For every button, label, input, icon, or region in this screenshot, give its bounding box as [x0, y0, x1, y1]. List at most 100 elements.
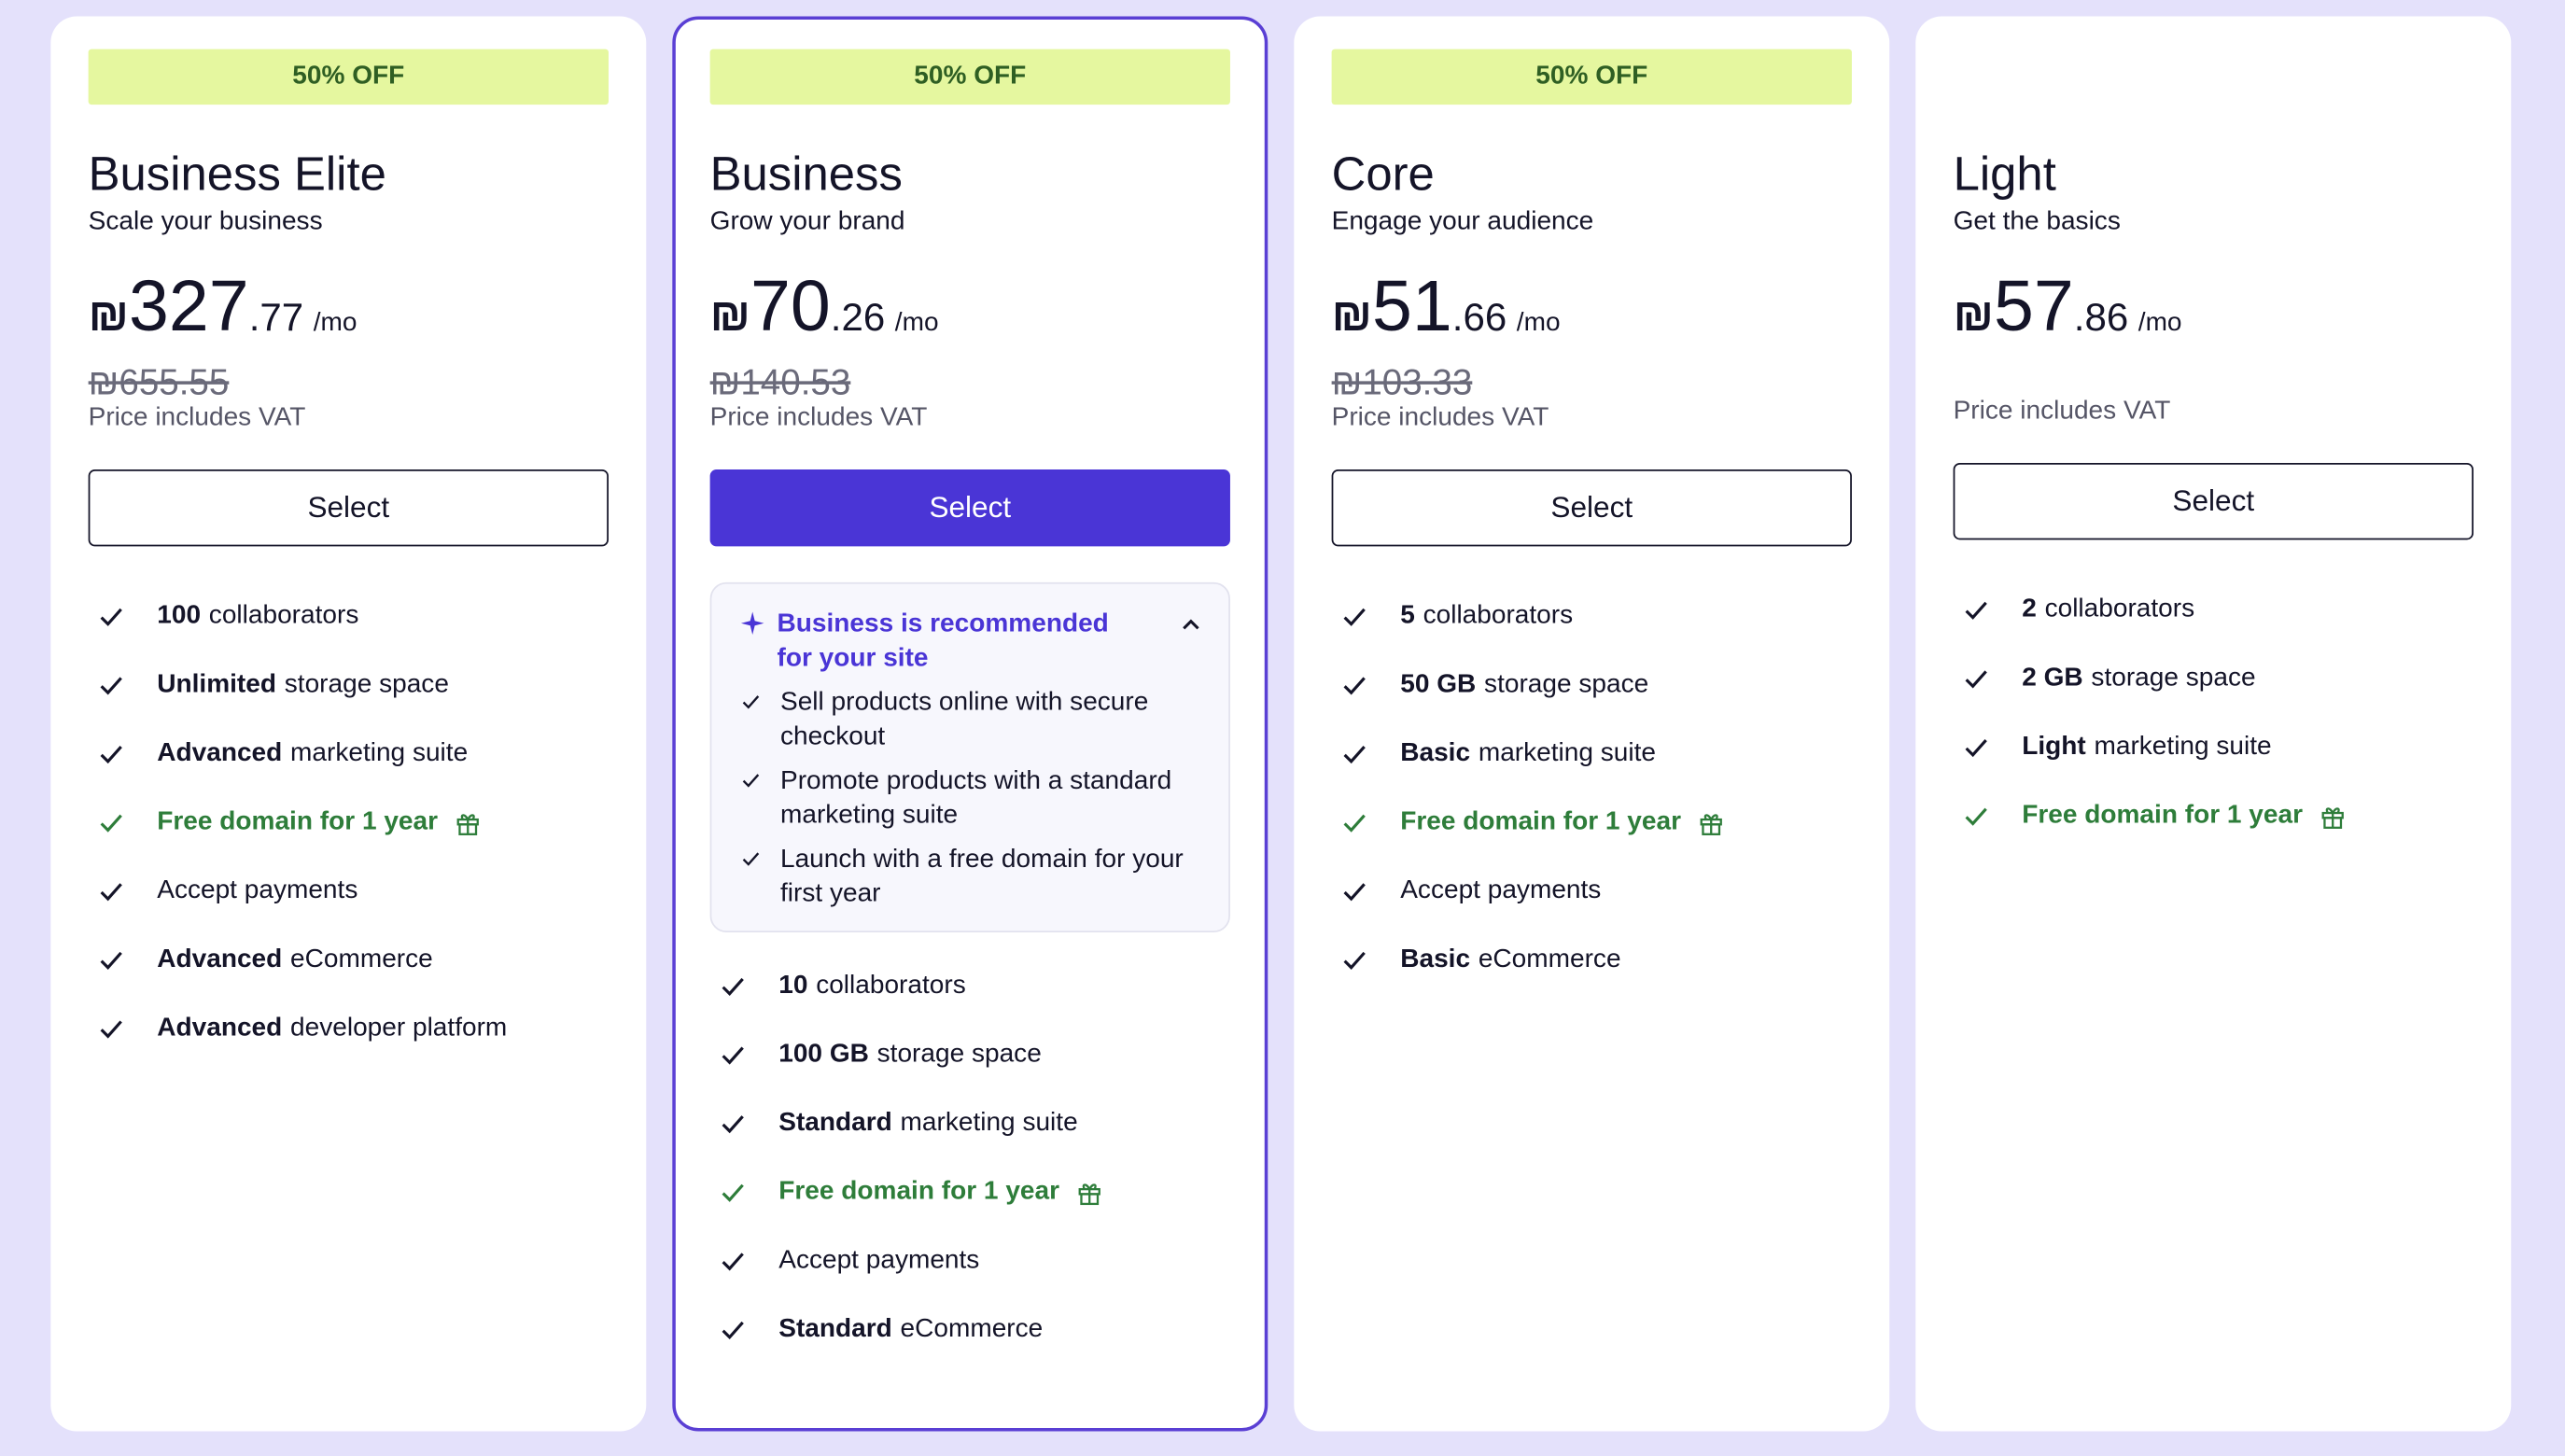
- discount-badge: 50% OFF: [88, 49, 609, 105]
- feature-text: collaborators: [816, 972, 966, 1000]
- feature: 100 GB storage space: [710, 1021, 1230, 1090]
- price-period: /mo: [894, 309, 939, 338]
- select-button[interactable]: Select: [1331, 469, 1852, 547]
- check-icon: [1343, 677, 1366, 695]
- feature-bold: 2: [2022, 595, 2037, 623]
- old-price: ₪140.53: [709, 361, 851, 403]
- feature: Standard eCommerce: [710, 1295, 1230, 1365]
- feature-bold: Advanced: [157, 1014, 283, 1043]
- feature-text: collaborators: [1423, 601, 1574, 630]
- select-button[interactable]: Select: [1953, 462, 2474, 540]
- recommendation-box: Business is recommended for your site Sel…: [709, 581, 1230, 932]
- gift-icon: [1077, 1183, 1100, 1206]
- feature: Accept payments: [1332, 857, 1852, 926]
- price-whole: 51: [1371, 266, 1452, 347]
- feature: Advanced eCommerce: [89, 926, 609, 995]
- plan-card: 50% OFF Core Engage your audience ₪ 51.66/mo…: [1294, 16, 1890, 1432]
- feature: Free domain for 1 year: [1954, 782, 2474, 851]
- feature-list: 10 collaborators 100 GB storage space Standa…: [710, 952, 1230, 1365]
- plan-card: 50% OFF Business Grow your brand ₪ 70.26/mo ₪…: [672, 16, 1268, 1432]
- feature-text: marketing suite: [900, 1109, 1078, 1138]
- plan-card: 50% OFF Business Elite Scale your business…: [50, 16, 647, 1432]
- plan-tagline: Scale your business: [88, 207, 323, 236]
- plan-tagline: Grow your brand: [709, 207, 905, 236]
- feature-text: Accept payments: [157, 876, 358, 905]
- feature-text: eCommerce: [1478, 945, 1621, 973]
- feature-text: collaborators: [208, 601, 359, 630]
- check-icon: [1965, 601, 1987, 620]
- check-icon: [100, 608, 122, 626]
- price-whole: 70: [750, 266, 831, 347]
- price-period: /mo: [313, 309, 357, 338]
- feature-text: marketing suite: [290, 739, 469, 767]
- vat-note: Price includes VAT: [1331, 403, 1549, 432]
- gift-icon: [1699, 814, 1722, 835]
- feature-bold: Standard: [778, 1109, 892, 1138]
- feature: Free domain for 1 year: [89, 789, 609, 858]
- vat-note: Price includes VAT: [709, 403, 928, 432]
- check-icon: [1965, 670, 1987, 689]
- collapse-toggle[interactable]: [1180, 613, 1203, 637]
- recommendation-item: Promote products with a standard marketi…: [741, 763, 1199, 833]
- plan-name: Business: [709, 148, 903, 202]
- old-price-space: [1954, 361, 2474, 398]
- select-button[interactable]: Select: [709, 469, 1230, 547]
- check-icon: [1343, 608, 1366, 626]
- check-icon: [1965, 739, 1987, 758]
- feature-bold: Advanced: [157, 945, 283, 973]
- feature: Free domain for 1 year: [1332, 789, 1852, 858]
- check-icon: [100, 677, 122, 695]
- feature: 2 collaborators: [1954, 576, 2474, 645]
- feature-text: Accept payments: [1400, 876, 1602, 905]
- check-icon: [722, 1046, 744, 1065]
- feature: Accept payments: [89, 857, 609, 926]
- feature-list: 5 collaborators 50 GB storage space Basic mar…: [1332, 582, 1852, 995]
- badge-space: [1954, 49, 2474, 105]
- feature-bold: Light: [2022, 733, 2086, 761]
- check-icon: [722, 1183, 744, 1202]
- recommendation-item-text: Sell products online with secure checkou…: [779, 688, 1149, 751]
- feature-text: Accept payments: [778, 1246, 980, 1275]
- check-icon: [722, 977, 744, 997]
- price-period: /mo: [2138, 309, 2182, 338]
- feature-bold: Standard: [778, 1315, 892, 1343]
- check-icon: [100, 951, 122, 970]
- feature: Basic marketing suite: [1332, 720, 1852, 789]
- feature: 5 collaborators: [1332, 582, 1852, 651]
- currency: ₪: [1953, 289, 1994, 341]
- plan-name: Light: [1953, 148, 2056, 202]
- price-period: /mo: [1516, 309, 1561, 338]
- feature-text: storage space: [876, 1040, 1042, 1069]
- select-button[interactable]: Select: [88, 469, 609, 547]
- old-price: ₪655.55: [88, 361, 230, 403]
- feature: 50 GB storage space: [1332, 651, 1852, 721]
- plan-name: Core: [1331, 148, 1435, 202]
- plan-tagline: Get the basics: [1953, 207, 2121, 236]
- feature: 100 collaborators: [89, 582, 609, 651]
- recommendation-item-text: Promote products with a standard marketi…: [779, 766, 1172, 830]
- vat-note: Price includes VAT: [88, 403, 306, 432]
- recommendation-item-text: Launch with a free domain for your first…: [779, 846, 1184, 908]
- check-icon: [1343, 883, 1366, 902]
- check-icon: [100, 1020, 122, 1039]
- feature-bold: Basic: [1400, 945, 1471, 973]
- feature-bold: 2 GB: [2022, 664, 2083, 693]
- check-icon: [742, 774, 760, 788]
- recommendation-title-text: Business is recommended for your site: [777, 609, 1109, 673]
- check-icon: [100, 814, 122, 833]
- discount-badge: 50% OFF: [709, 49, 1230, 105]
- vat-note: Price includes VAT: [1953, 397, 2171, 426]
- check-icon: [1343, 814, 1366, 833]
- feature: Standard marketing suite: [710, 1089, 1230, 1158]
- check-icon: [722, 1253, 744, 1271]
- recommendation-title: Business is recommended for your site: [740, 607, 1199, 676]
- price-cents: .26: [830, 296, 886, 341]
- price: ₪ 327.77/mo: [89, 269, 609, 361]
- feature: Light marketing suite: [1954, 713, 2474, 782]
- feature-text: eCommerce: [290, 945, 433, 973]
- feature-bold: 50 GB: [1400, 670, 1477, 699]
- price: ₪ 51.66/mo: [1332, 266, 1852, 361]
- feature-bold: 100 GB: [778, 1040, 869, 1069]
- check-icon: [742, 695, 760, 709]
- feature-text: Free domain for 1 year: [157, 807, 439, 836]
